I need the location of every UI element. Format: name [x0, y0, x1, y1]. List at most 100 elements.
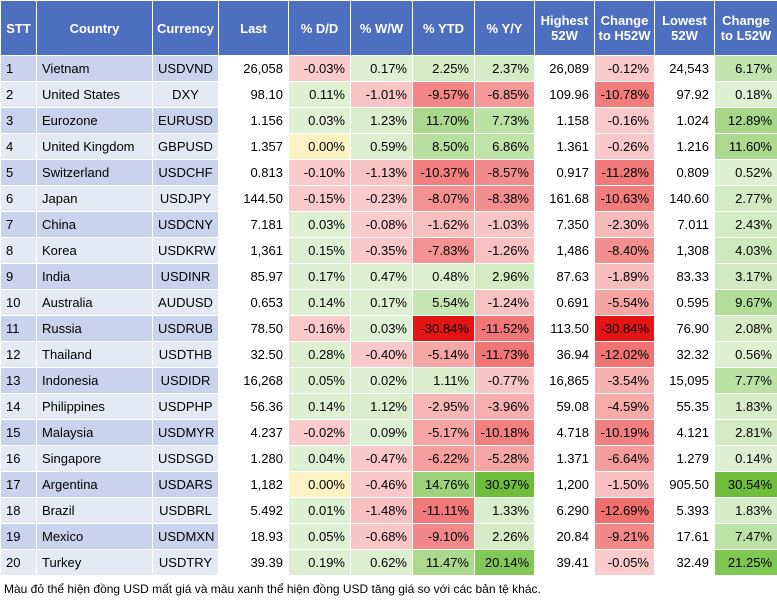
header-cell: Country: [36, 0, 153, 56]
table-cell: -0.03%: [288, 55, 351, 82]
table-cell: 0.595: [654, 289, 715, 316]
table-cell: 1,182: [218, 471, 289, 498]
header-cell: Highest 52W: [534, 0, 595, 56]
table-cell: 5: [0, 159, 37, 186]
table-cell: 0.01%: [288, 497, 351, 524]
table-cell: 20.14%: [474, 549, 535, 576]
table-cell: USDSGD: [152, 445, 219, 472]
table-cell: 24,543: [654, 55, 715, 82]
table-cell: -8.38%: [474, 185, 535, 212]
table-cell: 7.011: [654, 211, 715, 238]
header-cell: Currency: [152, 0, 219, 56]
table-cell: USDMXN: [152, 523, 219, 550]
table-cell: 0.17%: [288, 263, 351, 290]
table-cell: -9.10%: [412, 523, 475, 550]
table-cell: -30.84%: [594, 315, 655, 342]
table-cell: -12.69%: [594, 497, 655, 524]
table-cell: 0.15%: [288, 237, 351, 264]
table-cell: 18.93: [218, 523, 289, 550]
table-cell: 113.50: [534, 315, 595, 342]
table-cell: 7.77%: [714, 367, 777, 394]
table-row: 20 Turkey USDTRY 39.39 0.19% 0.62% 11.47% 20.14…: [0, 549, 777, 576]
table-cell: 0.809: [654, 159, 715, 186]
table-cell: 1,361: [218, 237, 289, 264]
table-cell: -10.78%: [594, 81, 655, 108]
table-cell: 1.280: [218, 445, 289, 472]
table-cell: Argentina: [36, 471, 153, 498]
table-cell: 17: [0, 471, 37, 498]
table-row: 15 Malaysia USDMYR 4.237 -0.02% 0.09% -5.17% -1…: [0, 419, 777, 446]
table-cell: 0.05%: [288, 523, 351, 550]
table-row: 14 Philippines USDPHP 56.36 0.14% 1.12% -2.95%…: [0, 393, 777, 420]
table-cell: Thailand: [36, 341, 153, 368]
table-cell: 1.11%: [412, 367, 475, 394]
table-cell: -5.17%: [412, 419, 475, 446]
table-cell: 16,865: [534, 367, 595, 394]
table-cell: 0.00%: [288, 471, 351, 498]
table-cell: -0.16%: [288, 315, 351, 342]
table-cell: 16: [0, 445, 37, 472]
table-cell: USDCHF: [152, 159, 219, 186]
table-cell: 0.05%: [288, 367, 351, 394]
header-cell: Last: [218, 0, 289, 56]
table-cell: Korea: [36, 237, 153, 264]
table-cell: Eurozone: [36, 107, 153, 134]
table-cell: Turkey: [36, 549, 153, 576]
table-cell: USDTHB: [152, 341, 219, 368]
table-cell: 0.653: [218, 289, 289, 316]
table-cell: 56.36: [218, 393, 289, 420]
table-cell: 26,089: [534, 55, 595, 82]
table-cell: AUDUSD: [152, 289, 219, 316]
table-cell: 0.00%: [288, 133, 351, 160]
table-cell: 6.17%: [714, 55, 777, 82]
table-cell: 11.60%: [714, 133, 777, 160]
table-row: 11 Russia USDRUB 78.50 -0.16% 0.03% -30.84% -11…: [0, 315, 777, 342]
table-cell: 78.50: [218, 315, 289, 342]
table-cell: 15,095: [654, 367, 715, 394]
table-cell: USDINR: [152, 263, 219, 290]
table-cell: 7: [0, 211, 37, 238]
table-row: 10 Australia AUDUSD 0.653 0.14% 0.17% 5.54% -1.…: [0, 289, 777, 316]
table-cell: 0.09%: [350, 419, 413, 446]
table-row: 5 Switzerland USDCHF 0.813 -0.10% -1.13% -10.3…: [0, 159, 777, 186]
table-row: 8 Korea USDKRW 1,361 0.15% -0.35% -7.83% -1.26%…: [0, 237, 777, 264]
table-cell: 2.26%: [474, 523, 535, 550]
table-cell: 7.47%: [714, 523, 777, 550]
table-cell: -11.11%: [412, 497, 475, 524]
table-cell: Australia: [36, 289, 153, 316]
table-cell: -30.84%: [412, 315, 475, 342]
table-cell: -12.02%: [594, 341, 655, 368]
footnote: Màu đỏ thể hiện đồng USD mất giá và màu …: [4, 582, 541, 596]
table-cell: 0.03%: [288, 107, 351, 134]
table-cell: 2.96%: [474, 263, 535, 290]
table-cell: -0.23%: [350, 185, 413, 212]
header-cell: % Y/Y: [474, 0, 535, 56]
table-cell: USDKRW: [152, 237, 219, 264]
table-cell: USDIDR: [152, 367, 219, 394]
table-cell: 20: [0, 549, 37, 576]
table-cell: USDVND: [152, 55, 219, 82]
table-cell: 19: [0, 523, 37, 550]
table-cell: 1.83%: [714, 393, 777, 420]
table-cell: -11.73%: [474, 341, 535, 368]
table-cell: -0.05%: [594, 549, 655, 576]
table-cell: 1.216: [654, 133, 715, 160]
table-cell: 36.94: [534, 341, 595, 368]
header-cell: Change to H52W: [594, 0, 655, 56]
header-cell: % YTD: [412, 0, 475, 56]
table-cell: 7.350: [534, 211, 595, 238]
table-cell: 30.97%: [474, 471, 535, 498]
table-cell: 2.08%: [714, 315, 777, 342]
table-cell: Switzerland: [36, 159, 153, 186]
table-cell: 3.17%: [714, 263, 777, 290]
table-cell: 32.49: [654, 549, 715, 576]
table-cell: 11.47%: [412, 549, 475, 576]
table-cell: -0.68%: [350, 523, 413, 550]
table-cell: Mexico: [36, 523, 153, 550]
table-cell: 5.492: [218, 497, 289, 524]
table-cell: 1,308: [654, 237, 715, 264]
table-cell: 12.89%: [714, 107, 777, 134]
table-row: 4 United Kingdom GBPUSD 1.357 0.00% 0.59% 8.50…: [0, 133, 777, 160]
table-cell: -0.10%: [288, 159, 351, 186]
table-cell: -0.47%: [350, 445, 413, 472]
